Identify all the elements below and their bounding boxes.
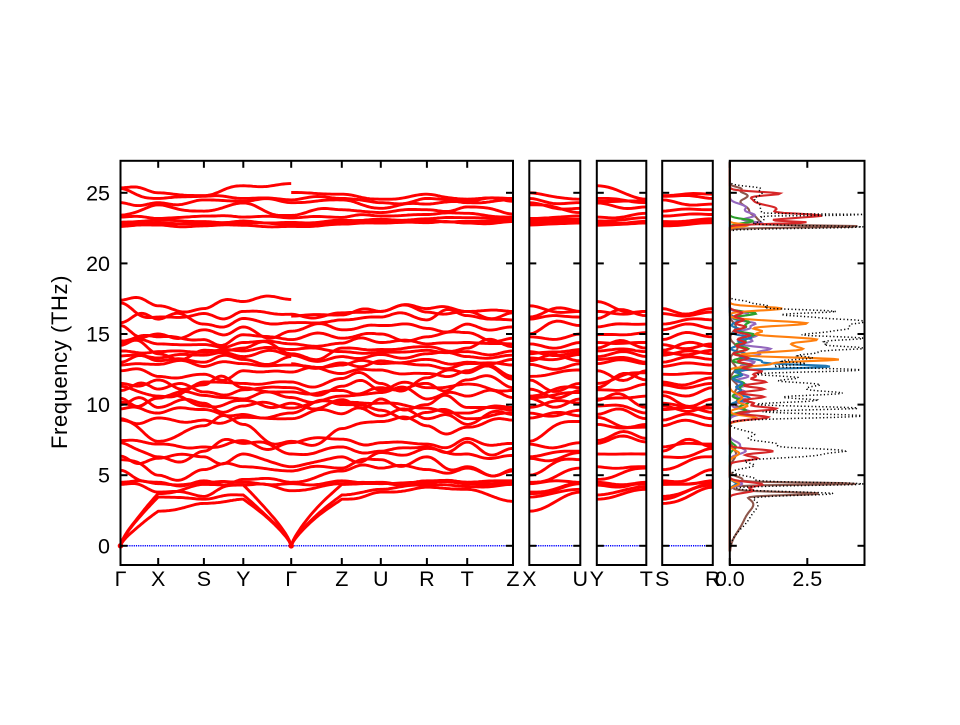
svg-text:U: U <box>573 567 589 591</box>
svg-text:T: T <box>461 567 474 591</box>
svg-text:T: T <box>640 567 653 591</box>
svg-text:Γ: Γ <box>285 567 297 591</box>
svg-text:R: R <box>419 567 435 591</box>
svg-text:2.5: 2.5 <box>792 567 822 591</box>
svg-text:5: 5 <box>98 464 110 488</box>
svg-text:U: U <box>373 567 389 591</box>
svg-text:25: 25 <box>86 181 110 205</box>
svg-text:R: R <box>705 567 721 591</box>
svg-text:Frequency (THz): Frequency (THz) <box>47 275 72 449</box>
svg-text:X: X <box>151 567 165 591</box>
svg-text:Y: Y <box>590 567 604 591</box>
svg-text:Z: Z <box>335 567 348 591</box>
svg-text:10: 10 <box>86 393 110 417</box>
svg-text:0: 0 <box>98 534 110 558</box>
svg-text:0.0: 0.0 <box>715 567 745 591</box>
svg-text:S: S <box>655 567 669 591</box>
svg-text:15: 15 <box>86 323 110 347</box>
svg-text:Z: Z <box>506 567 519 591</box>
svg-text:20: 20 <box>86 252 110 276</box>
svg-text:X: X <box>522 567 536 591</box>
svg-text:Γ: Γ <box>115 567 127 591</box>
svg-text:Y: Y <box>236 567 250 591</box>
svg-text:S: S <box>197 567 211 591</box>
